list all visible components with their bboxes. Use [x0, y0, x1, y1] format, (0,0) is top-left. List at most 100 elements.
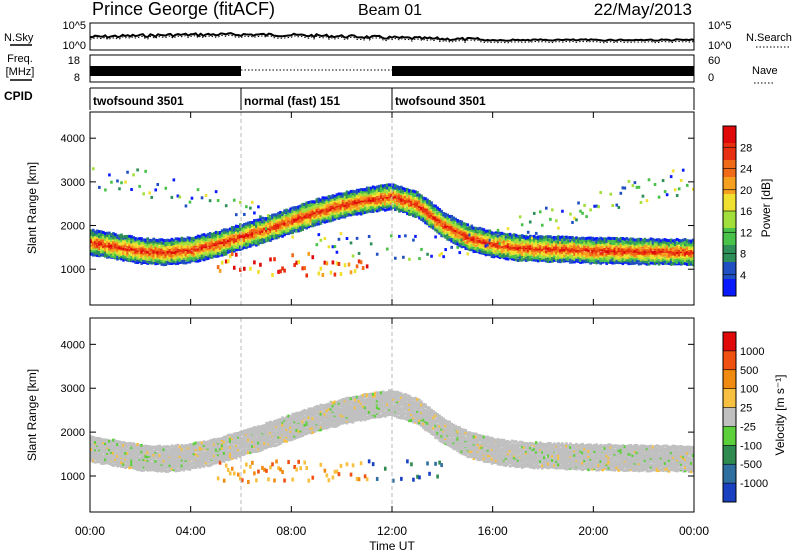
power-cell-1795 — [349, 200, 353, 204]
power-cell-3402 — [587, 255, 590, 259]
power-cell-2117 — [398, 209, 401, 213]
power-cell-3104 — [543, 246, 546, 250]
power-cell-550 — [170, 244, 174, 248]
power-cell-3736 — [635, 242, 639, 246]
vel-cell-327 — [140, 464, 143, 468]
power-cell-797 — [206, 233, 210, 237]
vel-cell-424 — [154, 452, 158, 456]
power-cell-2654 — [476, 236, 480, 240]
power-cell-1496 — [307, 207, 311, 211]
power-cell-260 — [128, 254, 131, 258]
power-cell-3887 — [657, 239, 661, 243]
power-cell-2188 — [408, 206, 411, 210]
power-cell-3456 — [595, 255, 598, 259]
power-cell-887 — [220, 241, 224, 245]
ytick-label-2: 3000 — [61, 177, 85, 189]
power-cell-2928 — [516, 240, 520, 244]
power-cell-456 — [156, 246, 160, 250]
power-cell-1964 — [373, 196, 377, 200]
power-cell-2821 — [500, 236, 504, 240]
power-cell-2663 — [478, 245, 482, 249]
power-cell-3444 — [593, 251, 596, 255]
power-cell-3286 — [569, 212, 572, 216]
power-cell-2607 — [468, 233, 472, 237]
power-cell-3618 — [619, 257, 623, 261]
power-cell-1410 — [295, 214, 298, 218]
noise-search-trace — [89, 34, 695, 44]
power-cell-3565 — [611, 252, 615, 256]
power-cell-1251 — [273, 235, 276, 239]
power-cell-2656 — [476, 233, 480, 237]
power-cell-359 — [142, 247, 145, 251]
power-cell-268 — [128, 237, 131, 241]
power-cell-480 — [160, 253, 164, 257]
power-cell-1659 — [331, 215, 335, 219]
power-cell-105 — [104, 232, 107, 236]
power-cell-25 — [92, 228, 95, 232]
power-cell-3393 — [585, 245, 588, 249]
power-cell-369 — [144, 255, 147, 259]
power-cell-4096 — [689, 262, 693, 266]
power-cell-3856 — [653, 247, 657, 251]
power-cell-3862 — [653, 182, 657, 186]
power-cell-2537 — [458, 222, 462, 226]
power-cell-1231 — [269, 218, 272, 222]
vel-cell-111 — [106, 447, 109, 451]
power-cell-3254 — [565, 246, 568, 250]
power-cell-3817 — [647, 246, 651, 250]
vel-cell-742 — [204, 461, 208, 465]
power-cell-841 — [214, 249, 218, 253]
power-cell-1035 — [241, 224, 244, 228]
power-cell-1622 — [325, 207, 329, 211]
vel-cell-550 — [174, 460, 178, 464]
power-cell-3970 — [669, 238, 673, 242]
power-cell-3109 — [543, 238, 546, 242]
power-cell-3096 — [540, 235, 544, 239]
power-cell-3849 — [653, 262, 657, 266]
power-cell-3882 — [657, 250, 661, 254]
power-cell-1763 — [345, 208, 349, 212]
power-cell-3412 — [589, 261, 592, 265]
power-cell-470 — [158, 247, 162, 251]
vel-cell-608 — [182, 448, 186, 452]
power-cell-3778 — [641, 242, 645, 246]
power-cell-1415 — [295, 229, 298, 233]
vel-cell-433 — [156, 461, 160, 465]
power-cell-2118 — [398, 207, 401, 211]
power-cell-3569 — [611, 246, 615, 250]
power-cell-63 — [98, 234, 101, 238]
power-cell-2746 — [490, 246, 494, 250]
power-cell-2511 — [454, 240, 458, 244]
power-cell-3358 — [581, 258, 584, 262]
power-cell-999 — [236, 239, 240, 243]
power-cell-589 — [176, 248, 180, 252]
vel-cell-490 — [164, 452, 168, 456]
power-cell-3963 — [669, 253, 673, 257]
power-cell-1478 — [305, 215, 309, 219]
power-cell-3215 — [559, 243, 562, 247]
power-cell-479 — [160, 254, 164, 258]
power-cell-2998 — [526, 237, 530, 241]
power-cell-2701 — [484, 250, 488, 254]
power-cell-1831 — [355, 212, 359, 216]
power-cell-3105 — [543, 244, 546, 248]
power-cell-3787 — [643, 252, 647, 256]
power-cell-3203 — [557, 240, 560, 244]
power-cell-3175 — [553, 241, 556, 245]
power-cell-954 — [230, 243, 234, 247]
power-cell-3288 — [571, 258, 574, 262]
power-cell-1291 — [277, 269, 280, 274]
power-cell-2359 — [432, 205, 435, 209]
power-cell-828 — [212, 250, 216, 254]
power-cell-2090 — [394, 208, 397, 212]
power-cell-2859 — [506, 245, 510, 249]
power-cell-2944 — [518, 234, 522, 238]
power-cell-2111 — [396, 194, 399, 198]
power-cell-3301 — [573, 260, 576, 264]
power-cell-1895 — [363, 198, 367, 202]
power-cell-2809 — [498, 231, 502, 235]
vel-cell-770 — [208, 457, 212, 461]
power-cell-2970 — [522, 238, 526, 242]
power-cell-3876 — [657, 262, 661, 266]
power-cell-971 — [232, 237, 236, 241]
